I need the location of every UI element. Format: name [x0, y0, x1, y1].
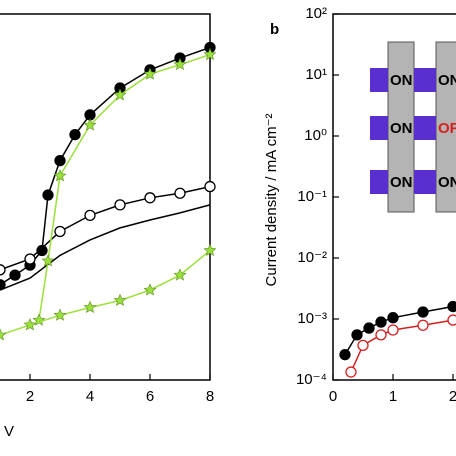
x-tick-label: 4 — [86, 388, 94, 405]
plot: 2 4 6 8 V — [0, 41, 217, 440]
point — [143, 283, 157, 296]
x-tick-label: 8 — [206, 388, 214, 405]
point — [83, 118, 97, 131]
point — [53, 308, 67, 321]
point — [375, 316, 387, 328]
point — [345, 366, 357, 378]
point — [387, 312, 399, 324]
y-tick-label: 10⁻² — [297, 249, 327, 266]
point — [69, 129, 81, 141]
inset-pad — [414, 170, 436, 194]
y-tick-label: 10⁻¹ — [297, 188, 327, 205]
point — [0, 328, 7, 341]
inset-label: ON — [438, 72, 456, 89]
x-tick-label: 1 — [389, 388, 397, 405]
point — [54, 225, 66, 238]
plot: 0 1 2 10⁻⁴ 10⁻³ 10⁻² 10⁻¹ 10⁰ 10¹ 10² Current dens… — [263, 5, 456, 405]
inset-label: ON — [390, 120, 413, 137]
point — [42, 189, 54, 201]
point — [204, 180, 216, 193]
point — [41, 254, 55, 267]
x-tick-label: 2 — [26, 388, 34, 405]
point — [23, 318, 37, 331]
point — [339, 349, 351, 361]
series-line — [0, 46, 211, 286]
point — [113, 293, 127, 306]
point — [114, 199, 126, 211]
y-tick-label: 10¹ — [305, 66, 327, 83]
point — [173, 268, 187, 281]
inset-pad — [370, 68, 388, 92]
inset-pad — [414, 116, 436, 140]
point — [351, 329, 363, 341]
point — [417, 319, 429, 331]
inset-label: ON — [438, 174, 456, 191]
x-tick-label: 0 — [329, 388, 337, 405]
y-tick-label: 10² — [305, 5, 327, 22]
left-frame — [0, 13, 211, 381]
series-line — [38, 53, 211, 321]
point — [113, 88, 127, 101]
point — [143, 67, 157, 80]
point — [9, 269, 21, 281]
point — [447, 300, 456, 313]
y-tick-label: 10⁻⁴ — [296, 371, 327, 388]
point — [144, 192, 156, 204]
point — [387, 324, 399, 336]
point — [36, 244, 48, 257]
point — [53, 169, 67, 182]
y-axis-label: Current density / mA cm⁻² — [263, 114, 280, 287]
point — [417, 306, 429, 318]
inset-label: ON — [390, 174, 413, 191]
point — [84, 209, 96, 222]
inset-label: ON — [390, 72, 413, 89]
y-tick-label: 10⁻³ — [297, 310, 327, 327]
point — [203, 243, 217, 257]
inset-label: OFF — [438, 120, 456, 137]
point — [0, 279, 6, 291]
y-tick-label: 10⁰ — [304, 127, 327, 144]
series-line — [0, 204, 211, 291]
inset-pad — [370, 116, 388, 140]
inset-pad — [414, 68, 436, 92]
point — [173, 57, 187, 71]
point — [363, 322, 375, 334]
point — [447, 314, 456, 326]
x-tick-label: 2 — [449, 388, 456, 405]
inset-pad — [370, 170, 388, 194]
point — [83, 300, 97, 314]
point — [357, 339, 369, 351]
x-tick-label: 6 — [146, 388, 154, 405]
inset-bar — [387, 41, 415, 213]
point — [174, 187, 186, 199]
point — [203, 47, 217, 61]
point — [24, 253, 36, 265]
point — [375, 329, 387, 341]
point — [54, 154, 66, 167]
x-axis-label: V — [4, 423, 14, 440]
panel-label: b — [270, 21, 279, 38]
point — [0, 264, 6, 276]
